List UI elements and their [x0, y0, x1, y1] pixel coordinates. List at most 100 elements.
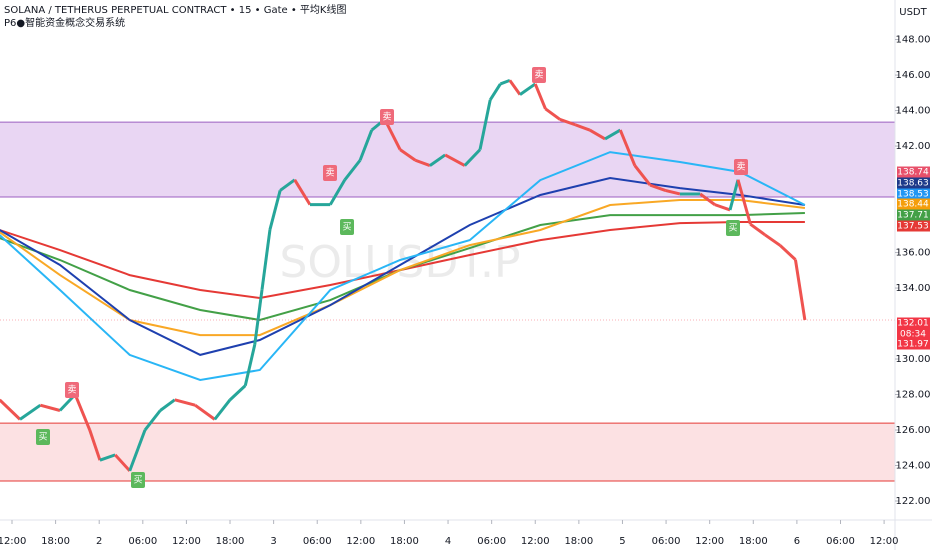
- indicator-name: P6●智能资金概念交易系统: [4, 16, 125, 29]
- price-segment: [779, 244, 797, 261]
- y-tick-label: 142.00: [896, 141, 931, 152]
- zone: [0, 423, 895, 481]
- chart-title: SOLANA / TETHERUS PERPETUAL CONTRACT • 1…: [4, 3, 346, 16]
- price-segment: [574, 123, 591, 132]
- x-tick-label: 06:00: [826, 536, 855, 547]
- x-tick-label: 18:00: [564, 536, 593, 547]
- price-segment: [88, 429, 102, 461]
- moving-average: [0, 176, 806, 356]
- price-segment: [728, 179, 740, 211]
- countdown-tag: [897, 328, 930, 340]
- price-segment: [793, 259, 807, 321]
- signal-label: 卖: [382, 112, 391, 123]
- price-segment: [488, 83, 502, 101]
- signal-label: 买: [342, 222, 351, 233]
- price-segment: [293, 178, 312, 206]
- price-segment: [39, 403, 61, 412]
- x-tick-label: 18:00: [739, 536, 768, 547]
- signal-label: 卖: [325, 168, 334, 179]
- price-segment: [463, 148, 482, 167]
- price-segment: [358, 129, 374, 161]
- price-segment: [649, 183, 666, 192]
- price-tag-label: 137.53: [897, 222, 929, 232]
- zone: [0, 122, 895, 197]
- price-segment: [279, 178, 296, 192]
- price-tag: [897, 220, 930, 232]
- y-tick-label: 134.00: [896, 283, 931, 294]
- signal-label: 买: [133, 475, 142, 486]
- price-segment: [128, 429, 147, 472]
- price-segment: [589, 128, 606, 141]
- price-segment: [19, 403, 42, 421]
- price-segment: [99, 453, 116, 462]
- price-tag-label: 137.71: [897, 211, 929, 221]
- price-segment: [260, 229, 272, 291]
- signal-badge: [726, 220, 740, 236]
- price-segment: [174, 398, 196, 407]
- price-tag-label: 138.74: [897, 168, 929, 178]
- y-tick-label: 146.00: [896, 70, 931, 81]
- price-tag-label: 132.01: [897, 319, 929, 329]
- signal-label: 买: [728, 223, 737, 234]
- price-segment: [508, 79, 522, 96]
- price-segment: [618, 129, 637, 167]
- signal-label: 买: [38, 432, 47, 443]
- price-segment: [228, 384, 247, 401]
- price-segment: [499, 78, 511, 86]
- x-tick-label: 06:00: [652, 536, 681, 547]
- price-segment: [329, 179, 347, 206]
- price-segment: [268, 190, 282, 230]
- price-segment: [604, 128, 622, 141]
- x-tick-label: 18:00: [216, 536, 245, 547]
- price-tag: [897, 177, 930, 189]
- signal-badge: [65, 382, 79, 398]
- x-tick-label: 12:00: [521, 536, 550, 547]
- price-segment: [559, 118, 576, 127]
- price-segment: [764, 233, 782, 247]
- x-tick-label: 4: [445, 536, 451, 547]
- price-segment: [253, 289, 264, 346]
- y-tick-label: 124.00: [896, 461, 931, 472]
- signal-label: 卖: [67, 385, 76, 396]
- signal-label: 卖: [736, 162, 745, 173]
- price-segment: [444, 153, 466, 167]
- price-tag: [897, 209, 930, 221]
- price-segment: [633, 164, 652, 187]
- price-segment: [73, 393, 92, 431]
- x-tick-label: 06:00: [477, 536, 506, 547]
- signal-badge: [131, 472, 145, 488]
- price-tag-label: 131.97: [897, 340, 929, 350]
- price-tag: [897, 166, 930, 178]
- x-tick-label: 06:00: [303, 536, 332, 547]
- x-tick-label: 3: [270, 536, 276, 547]
- price-tag-label: 138.44: [897, 200, 929, 210]
- price-segment: [213, 398, 232, 421]
- price-tag-label: 138.53: [897, 190, 929, 200]
- x-tick-label: 12:00: [870, 536, 899, 547]
- y-tick-label: 128.00: [896, 390, 931, 401]
- x-tick-label: 18:00: [390, 536, 419, 547]
- y-tick-label: 130.00: [896, 354, 931, 365]
- x-tick-label: 06:00: [128, 536, 157, 547]
- price-segment: [159, 398, 176, 412]
- y-tick-label: 122.00: [896, 496, 931, 507]
- signal-badge: [36, 429, 50, 445]
- x-tick-label: 12:00: [0, 536, 26, 547]
- y-tick-label: 144.00: [896, 106, 931, 117]
- x-tick-label: 18:00: [41, 536, 70, 547]
- price-tag: [897, 188, 930, 200]
- price-segment: [749, 222, 766, 237]
- price-segment: [243, 344, 257, 386]
- price-segment: [143, 409, 162, 431]
- x-tick-label: 12:00: [346, 536, 375, 547]
- signal-badge: [340, 219, 354, 235]
- countdown: 08:34: [900, 330, 926, 340]
- price-tag: [897, 338, 930, 350]
- y-tick-label: 126.00: [896, 425, 931, 436]
- price-tag: [897, 317, 930, 329]
- price-segment: [519, 82, 537, 96]
- signal-badge: [323, 165, 337, 181]
- price-tag-label: 138.63: [897, 179, 929, 189]
- signal-badge: [734, 159, 748, 175]
